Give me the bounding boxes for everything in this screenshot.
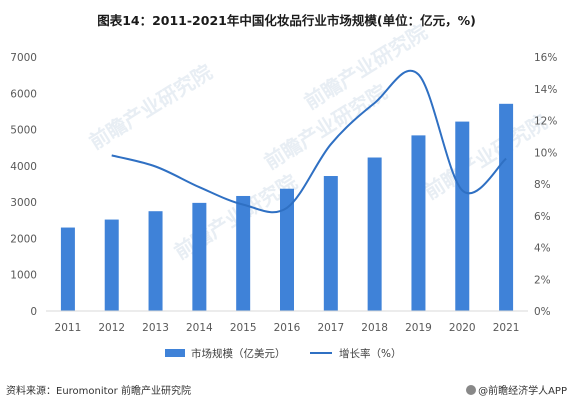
legend-bar-swatch xyxy=(165,349,185,357)
y-left-tick-label: 7000 xyxy=(10,52,37,64)
axis-layer: 0 1000 2000 3000 4000 5000 6000 7000 0% 2% 4% 6% 8% 1… xyxy=(10,52,557,334)
x-tick-label: 2020 xyxy=(449,322,476,334)
x-tick-label: 2015 xyxy=(230,322,257,334)
legend-bar-label: 市场规模（亿美元） xyxy=(191,347,286,360)
x-tick-label: 2021 xyxy=(493,322,520,334)
y-left-tick-label: 2000 xyxy=(10,233,37,245)
y-right-tick-label: 2% xyxy=(534,274,551,286)
bar-2011 xyxy=(60,227,75,311)
x-tick-label: 2019 xyxy=(405,322,432,334)
y-left-tick-label: 6000 xyxy=(10,88,37,100)
x-tick-label: 2017 xyxy=(317,322,344,334)
bar-2017 xyxy=(323,176,338,311)
y-right-tick-label: 16% xyxy=(534,52,557,64)
bar-2015 xyxy=(236,195,251,311)
y-left-tick-label: 5000 xyxy=(10,125,37,137)
watermark-text: 前瞻产业研究院 xyxy=(85,60,216,155)
x-tick-label: 2011 xyxy=(55,322,82,334)
bar-2018 xyxy=(367,157,382,311)
y-left-tick-label: 0 xyxy=(30,306,37,318)
chart-title: 图表14：2011-2021年中国化妆品行业市场规模(单位：亿元，%) xyxy=(97,13,476,28)
x-tick-label: 2013 xyxy=(142,322,169,334)
legend-line-label: 增长率（%） xyxy=(339,347,401,360)
bars-layer xyxy=(60,103,514,312)
source-note: 资料来源：Euromonitor 前瞻产业研究院 xyxy=(6,386,191,397)
brand-note: @前瞻经济学人APP xyxy=(466,382,567,397)
x-tick-label: 2014 xyxy=(186,322,213,334)
legend: 市场规模（亿美元） 增长率（%） xyxy=(165,347,401,360)
y-right-tick-label: 10% xyxy=(534,147,557,159)
y-left-tick-label: 3000 xyxy=(10,197,37,209)
y-right-tick-label: 14% xyxy=(534,84,557,96)
y-right-tick-label: 0% xyxy=(534,306,551,318)
y-right-tick-label: 6% xyxy=(534,211,551,223)
x-tick-label: 2016 xyxy=(274,322,301,334)
watermark-text: 前瞻产业研究院 xyxy=(420,110,551,205)
brand-logo-icon xyxy=(466,385,477,395)
bar-2014 xyxy=(192,202,207,311)
bar-2020 xyxy=(455,121,470,312)
y-right-tick-label: 8% xyxy=(534,179,551,191)
brand-text: @前瞻经济学人APP xyxy=(478,386,567,397)
y-right-tick-label: 4% xyxy=(534,243,551,255)
y-left-tick-label: 1000 xyxy=(10,270,37,282)
growth-rate-line xyxy=(111,69,507,214)
y-left-tick-label: 4000 xyxy=(10,161,37,173)
bar-2013 xyxy=(148,211,163,311)
bar-2016 xyxy=(280,188,294,311)
line-layer xyxy=(111,69,507,214)
bar-2019 xyxy=(411,135,426,311)
y-right-tick-label: 12% xyxy=(534,116,557,128)
x-tick-label: 2018 xyxy=(361,322,388,334)
bar-2012 xyxy=(104,219,119,311)
x-tick-label: 2012 xyxy=(98,322,125,334)
bar-2021 xyxy=(499,103,514,312)
